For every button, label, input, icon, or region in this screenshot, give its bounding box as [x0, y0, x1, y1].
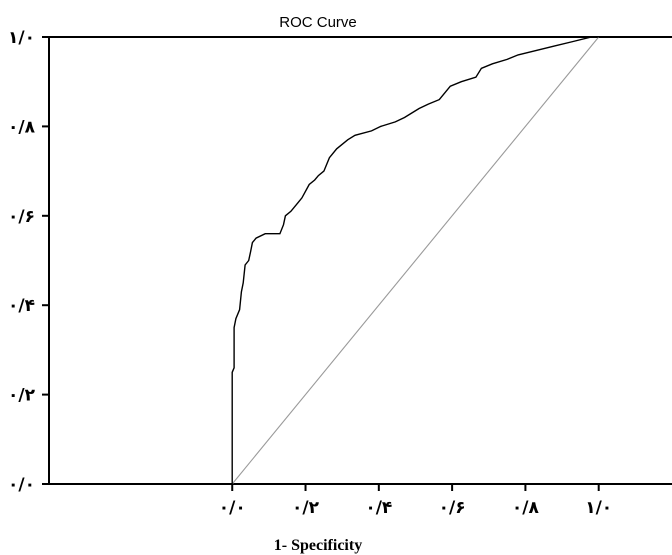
x-tick-label: ۰/۲: [292, 498, 320, 518]
chart-title: ROC Curve: [279, 14, 357, 31]
plot-frame: [48, 36, 672, 485]
y-axis-ticks: ۰/۰ ۰/۲ ۰/۴ ۰/۶ ۰/۸ ۱/۰: [8, 28, 49, 495]
reference-diagonal-line: [231, 36, 600, 485]
x-tick-label: ۱/۰: [585, 498, 612, 518]
x-tick-label: ۰/۸: [512, 498, 540, 518]
roc-curve-line: [231, 36, 599, 484]
y-tick-label: ۰/۶: [8, 207, 35, 227]
x-axis-ticks: ۰/۰ ۰/۲ ۰/۴ ۰/۶ ۰/۸ ۱/۰: [219, 484, 612, 518]
series-layer: [231, 36, 600, 485]
y-tick-label: ۱/۰: [8, 28, 35, 48]
y-tick-label: ۰/۲: [8, 386, 36, 406]
x-tick-label: ۰/۶: [439, 498, 466, 518]
x-tick-label: ۰/۰: [219, 498, 246, 518]
x-axis-label: 1- Specificity: [274, 537, 362, 554]
y-tick-label: ۰/۴: [8, 296, 35, 316]
y-tick-label: ۰/۰: [8, 475, 35, 495]
x-tick-label: ۰/۴: [365, 498, 392, 518]
y-tick-label: ۰/۸: [8, 117, 36, 137]
